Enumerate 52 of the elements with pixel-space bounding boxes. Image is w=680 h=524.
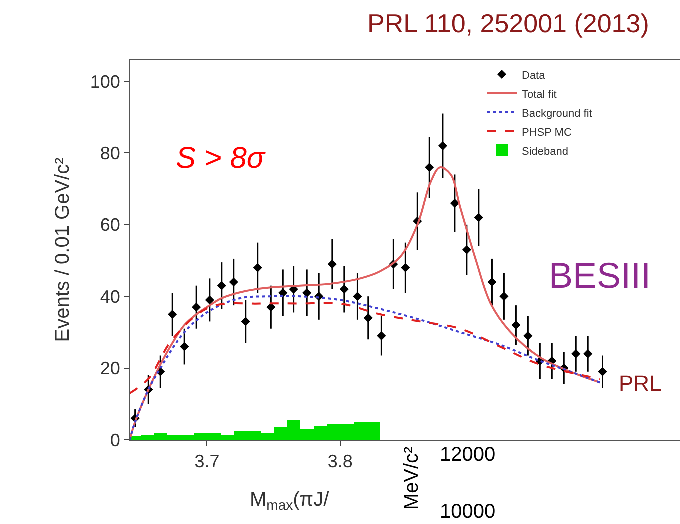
point [364, 314, 373, 323]
text: 10000 [440, 501, 496, 523]
y-tick-label: 60 [100, 215, 120, 236]
point [217, 281, 226, 290]
point [524, 331, 533, 341]
legend-label: Data [522, 70, 546, 82]
y-tick-label: 20 [100, 358, 120, 379]
annotation: PRL [619, 371, 662, 396]
annotation: BESIII [549, 255, 652, 296]
line-series [130, 302, 602, 394]
legend-label: PHSP MC [522, 126, 572, 139]
y-tick-label: 100 [90, 72, 120, 92]
text: MeV/c² [401, 446, 424, 510]
point [425, 163, 434, 172]
point [278, 288, 288, 298]
point [328, 260, 337, 269]
point [512, 320, 521, 330]
line-series [130, 295, 602, 440]
point [438, 141, 448, 151]
legend-label: Sideband [522, 146, 568, 158]
point [340, 284, 349, 294]
point [192, 302, 202, 312]
point [168, 310, 178, 320]
point [302, 288, 312, 298]
point [500, 292, 509, 302]
point [253, 263, 262, 272]
text: 12000 [440, 444, 496, 466]
point [450, 198, 460, 208]
point [598, 367, 608, 376]
point [377, 331, 386, 341]
y-tick-label: 80 [100, 144, 120, 164]
point [229, 278, 238, 287]
x-tick-label: 3.7 [194, 452, 220, 472]
point [180, 342, 190, 352]
point [353, 292, 362, 302]
y-axis-title: Events / 0.01 GeV/c² [52, 157, 74, 342]
point [462, 245, 472, 255]
chart-title: PRL 110, 252001 (2013) [368, 8, 650, 39]
point [488, 278, 497, 287]
y-tick-label: 0 [110, 430, 120, 450]
point [241, 317, 250, 326]
x-tick-label: 3.8 [328, 452, 353, 472]
y-tick-label: 40 [100, 286, 120, 307]
legend-label: Total fit [522, 88, 557, 101]
point [572, 349, 581, 359]
point [474, 213, 484, 222]
point [584, 349, 593, 359]
point [401, 263, 410, 272]
legend-label: Background fit [522, 108, 592, 120]
point [205, 296, 214, 305]
annotation: S > 8σ [176, 142, 267, 175]
x-axis-title: M$_{max}$(πJ/ [250, 489, 330, 514]
